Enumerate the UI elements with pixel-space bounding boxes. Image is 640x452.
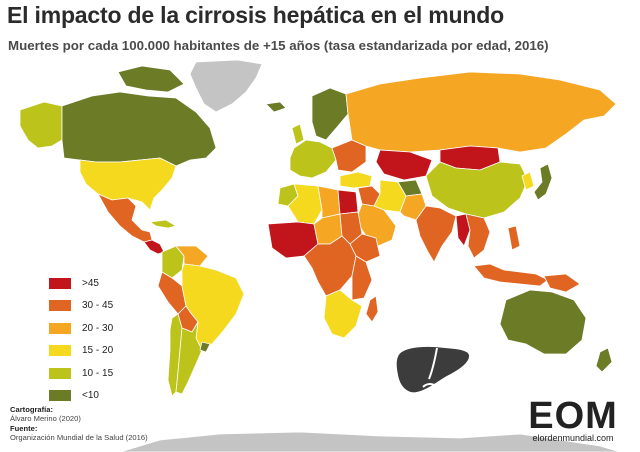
- region-philippines: [507, 225, 521, 251]
- legend-item: 15 - 20: [49, 340, 113, 363]
- region-canada: [61, 91, 217, 167]
- legend-swatch: [49, 367, 71, 379]
- region-southern-africa: [323, 289, 363, 339]
- region-iceland: [265, 101, 287, 113]
- region-antarctica: [119, 431, 621, 452]
- logo-mark: EOM: [528, 395, 618, 437]
- region-myanmar: [455, 213, 471, 247]
- credits: Cartografía: Álvaro Merino (2020) Fuente…: [10, 405, 148, 443]
- region-southeast-asia: [465, 213, 491, 259]
- legend-swatch: [49, 277, 71, 289]
- region-eastern-europe: [331, 139, 367, 173]
- region-russia: [345, 71, 617, 153]
- liver-icon: [394, 344, 472, 395]
- source-heading: Fuente:: [10, 423, 38, 433]
- legend-label: <10: [82, 390, 99, 402]
- region-madagascar: [365, 295, 379, 323]
- world-map: [19, 60, 621, 452]
- region-mexico: [97, 193, 153, 243]
- region-alaska: [19, 101, 63, 149]
- legend-label: 20 - 30: [82, 322, 114, 334]
- region-uk: [291, 123, 305, 145]
- region-china: [425, 161, 529, 219]
- legend-swatch: [49, 322, 71, 334]
- legend-label: 10 - 15: [82, 367, 114, 379]
- legend-item: 30 - 45: [49, 295, 113, 318]
- region-uruguay: [199, 341, 211, 353]
- region-australia: [499, 289, 587, 355]
- map-legend: >45 30 - 45 20 - 30 15 - 20 10 - 15 <10: [49, 272, 113, 407]
- legend-swatch: [49, 390, 71, 402]
- legend-item: <10: [49, 385, 113, 408]
- region-east-africa: [351, 255, 373, 301]
- region-japan: [533, 163, 553, 201]
- region-canada-islands: [117, 65, 185, 93]
- region-turkey: [339, 171, 373, 189]
- legend-label: 15 - 20: [82, 345, 114, 357]
- region-western-europe: [289, 139, 337, 179]
- cartography-heading: Cartografía:: [10, 405, 54, 414]
- cartography-text: Álvaro Merino (2020): [10, 414, 81, 424]
- source-text: Organización Mundial de la Salud (2016): [10, 433, 148, 443]
- legend-item: >45: [49, 272, 113, 295]
- map-subtitle: Muertes por cada 100.000 habitantes de +…: [8, 38, 549, 53]
- region-argentina: [175, 321, 203, 395]
- legend-item: 20 - 30: [49, 317, 113, 340]
- region-central-america: [143, 239, 165, 255]
- region-new-zealand: [595, 347, 613, 373]
- region-usa: [79, 157, 177, 211]
- legend-swatch: [49, 345, 71, 357]
- region-korea: [521, 171, 535, 191]
- region-libya: [317, 185, 341, 219]
- legend-swatch: [49, 300, 71, 312]
- region-cuba: [148, 219, 178, 229]
- region-egypt: [337, 189, 359, 215]
- region-india: [415, 205, 457, 263]
- legend-label: >45: [82, 277, 99, 289]
- region-scandinavia: [311, 87, 349, 141]
- map-title: El impacto de la cirrosis hepática en el…: [7, 2, 504, 28]
- region-greenland: [189, 60, 263, 113]
- legend-item: 10 - 15: [49, 362, 113, 385]
- region-indonesia: [473, 263, 549, 287]
- region-papua: [543, 273, 581, 293]
- region-kazakhstan: [375, 149, 433, 181]
- logo-url: elordenmundial.com: [532, 433, 614, 443]
- eom-logo: EOM elordenmundial.com: [512, 395, 634, 443]
- legend-label: 30 - 45: [82, 300, 114, 312]
